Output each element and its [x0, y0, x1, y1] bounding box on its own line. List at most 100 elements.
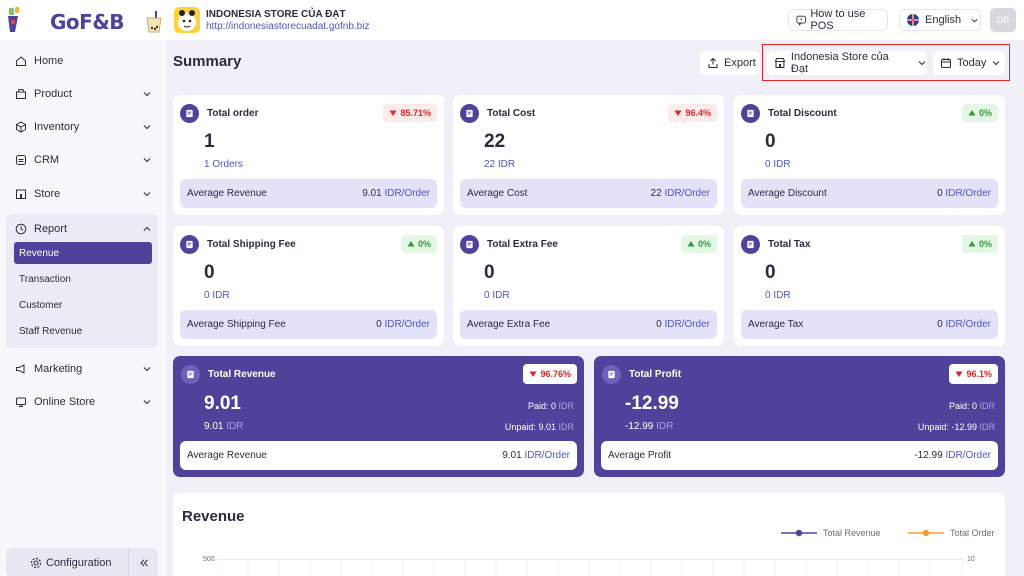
card-footer: Average Shipping Fee 0 IDR/Order	[180, 310, 437, 339]
subvalue-number: 0	[204, 290, 210, 301]
uk-flag-icon	[907, 14, 919, 26]
paid-amount: Paid: 0 IDR	[949, 401, 995, 411]
card-footer: Average Cost 22 IDR/Order	[460, 179, 717, 208]
legend-total-revenue[interactable]: Total Revenue	[781, 528, 881, 538]
collapse-sidebar-button[interactable]	[128, 548, 158, 576]
card-title: Total Profit	[629, 369, 682, 380]
date-filter-select[interactable]: Today	[933, 51, 1005, 75]
paid-value: 0	[550, 401, 556, 411]
revenue-chart-title: Revenue	[182, 508, 245, 525]
subvalue-number: 0	[765, 159, 771, 170]
subvalue-unit: IDR	[492, 290, 510, 301]
sidebar-item-crm[interactable]: CRM	[6, 145, 158, 175]
sidebar-item-report[interactable]: Report	[6, 214, 158, 244]
card-value: 22	[484, 131, 506, 152]
chevron-down-icon	[143, 367, 151, 372]
triangle-down-icon	[955, 371, 963, 377]
brand-name: GoF&B	[50, 10, 125, 34]
calendar-icon	[941, 58, 951, 68]
chevron-down-icon	[143, 192, 151, 197]
footer-value: 0	[937, 188, 943, 199]
card-title: Total Revenue	[208, 369, 276, 380]
paid-unit: IDR	[979, 401, 996, 411]
footer-unit: IDR/Order	[945, 319, 991, 330]
chevron-down-icon	[993, 61, 1000, 66]
receipt-icon	[180, 104, 199, 123]
footer-value: 22	[650, 188, 662, 199]
paid-amount: Paid: 0 IDR	[528, 401, 574, 411]
card-value: 0	[765, 131, 776, 152]
chevron-up-icon	[143, 226, 151, 231]
cube-icon	[14, 120, 28, 134]
sidebar-subitem-transaction[interactable]: Transaction	[19, 273, 71, 285]
bubble-tea-icon	[146, 11, 162, 33]
trend-value: 0%	[417, 239, 431, 249]
trend-badge: 96.1%	[949, 364, 998, 384]
legend-line-marker-icon	[781, 529, 817, 537]
sidebar-subitem-revenue[interactable]: Revenue	[14, 242, 152, 264]
subvalue-number: -12.99	[625, 421, 654, 432]
footer-unit: IDR/Order	[945, 188, 991, 199]
subvalue-number: 9.01	[204, 421, 224, 432]
summary-card-total-shipping-fee: Total Shipping Fee 0% 0 0 IDR Average Sh…	[173, 226, 444, 346]
legend-total-order[interactable]: Total Order	[908, 528, 995, 538]
sidebar-item-inventory[interactable]: Inventory	[6, 112, 158, 142]
paid-value: 0	[971, 401, 977, 411]
card-subvalue: 0 IDR	[765, 159, 791, 170]
subvalue-unit: IDR	[773, 159, 791, 170]
sidebar-item-store[interactable]: Store	[6, 179, 158, 209]
card-title: Total order	[207, 108, 259, 119]
sidebar-item-online-store[interactable]: Online Store	[6, 387, 158, 417]
summary-card-total-extra-fee: Total Extra Fee 0% 0 0 IDR Average Extra…	[453, 226, 724, 346]
receipt-icon	[460, 235, 479, 254]
brand-logo[interactable]: GoF&B	[6, 6, 166, 34]
legend-label: Total Order	[950, 528, 995, 538]
how-to-use-button[interactable]: How to use POS	[788, 8, 888, 32]
card-value: 0	[484, 262, 495, 283]
unpaid-amount: Unpaid: -12.99 IDR	[918, 422, 995, 432]
triangle-up-icon	[687, 241, 695, 247]
summary-card-total-discount: Total Discount 0% 0 0 IDR Average Discou…	[734, 95, 1005, 215]
footer-unit: IDR/Order	[524, 450, 570, 461]
sidebar-subitem-staff-revenue[interactable]: Staff Revenue	[19, 325, 83, 337]
unpaid-amount: Unpaid: 9.01 IDR	[505, 422, 574, 432]
sidebar-item-label: Report	[34, 223, 68, 235]
subvalue-unit: IDR	[226, 421, 244, 432]
chart-gridlines	[217, 559, 963, 576]
card-value: 0	[765, 262, 776, 283]
receipt-icon	[181, 365, 200, 384]
sidebar-item-marketing[interactable]: Marketing	[6, 354, 158, 384]
footer-label: Average Revenue	[187, 450, 267, 461]
trend-value: 96.1%	[966, 369, 992, 379]
store-avatar[interactable]	[174, 7, 200, 33]
subvalue-unit: IDR	[656, 421, 674, 432]
subvalue-unit: IDR	[497, 159, 516, 170]
trend-value: 96.76%	[540, 369, 571, 379]
trend-badge: 0%	[961, 104, 998, 122]
sidebar-subitem-customer[interactable]: Customer	[19, 299, 63, 311]
sidebar-item-product[interactable]: Product	[6, 79, 158, 109]
paid-label: Paid:	[527, 401, 549, 411]
card-subvalue: 0 IDR	[204, 290, 230, 301]
card-value: 0	[204, 262, 215, 283]
sidebar-item-home[interactable]: Home	[6, 46, 158, 76]
card-title: Total Discount	[768, 108, 837, 119]
card-footer: Average Profit -12.99 IDR/Order	[601, 441, 998, 470]
footer-label: Average Cost	[467, 188, 528, 199]
store-url-link[interactable]: http://indonesiastorecuadat.gofnb.biz	[206, 21, 370, 32]
card-title: Total Shipping Fee	[207, 239, 296, 250]
filter-highlight-box	[762, 44, 1010, 81]
top-bar: GoF&B INDONESIA STORE CỦA ĐẠT http://ind…	[0, 0, 1024, 40]
export-button[interactable]: Export	[700, 51, 760, 75]
how-to-use-label: How to use POS	[810, 8, 866, 32]
configuration-button[interactable]: Configuration	[6, 548, 158, 576]
unpaid-label: Unpaid:	[917, 422, 949, 432]
trend-badge: 85.71%	[383, 104, 437, 122]
chevron-down-icon	[143, 92, 151, 97]
user-avatar[interactable]: DB	[990, 8, 1016, 32]
store-icon	[774, 58, 786, 68]
card-value: -12.99	[625, 393, 679, 414]
store-filter-select[interactable]: Indonesia Store của Đạt	[767, 51, 927, 75]
language-selector[interactable]: English	[899, 9, 981, 31]
paid-unit: IDR	[558, 401, 575, 411]
